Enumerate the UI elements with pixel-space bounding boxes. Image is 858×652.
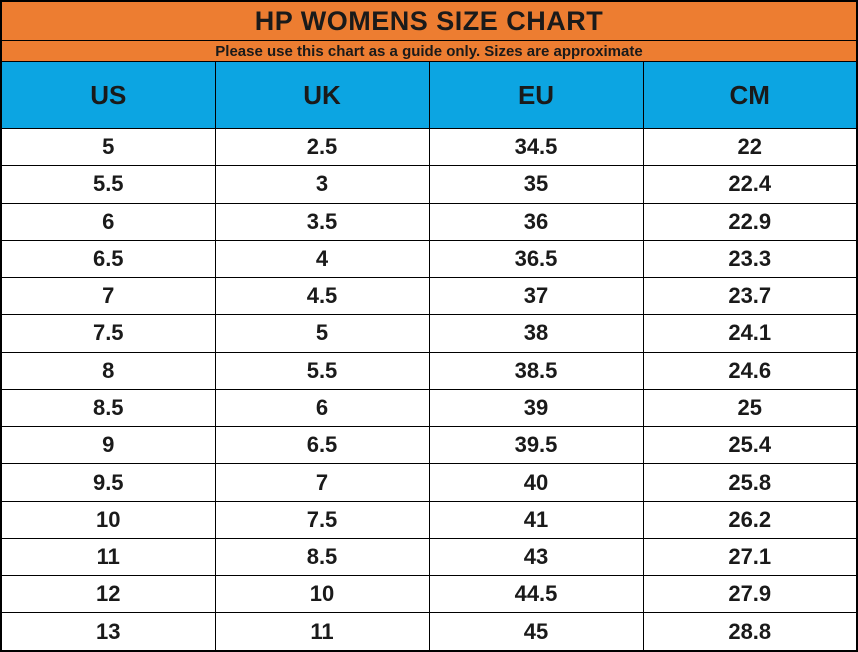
table-cell: 5.5 xyxy=(0,165,216,204)
table-cell: 44.5 xyxy=(428,575,644,614)
chart-subtitle: Please use this chart as a guide only. S… xyxy=(0,40,858,62)
column-header-uk: UK xyxy=(214,61,430,129)
table-cell: 13 xyxy=(0,612,216,652)
table-cell: 5.5 xyxy=(214,351,430,390)
table-cell: 8 xyxy=(0,351,216,390)
table-cell: 3 xyxy=(214,165,430,204)
table-cell: 40 xyxy=(428,463,644,502)
table-row: 7.5 5 38 24.1 xyxy=(0,314,858,353)
table-cell: 9.5 xyxy=(0,463,216,502)
table-row: 11 8.5 43 27.1 xyxy=(0,537,858,577)
table-row: 7 4.5 37 23.7 xyxy=(0,277,858,316)
table-cell: 25.8 xyxy=(642,463,858,502)
table-row: 5.5 3 35 22.4 xyxy=(0,165,858,204)
table-cell: 25.4 xyxy=(642,426,858,465)
table-cell: 7 xyxy=(214,463,430,502)
table-row: 10 7.5 41 26.2 xyxy=(0,500,858,539)
table-cell: 5 xyxy=(214,314,430,353)
table-cell: 4 xyxy=(214,239,430,279)
subtitle-row: Please use this chart as a guide only. S… xyxy=(0,40,858,62)
table-cell: 7.5 xyxy=(0,314,216,353)
table-cell: 38.5 xyxy=(428,351,644,390)
table-cell: 23.7 xyxy=(642,277,858,316)
chart-title: HP WOMENS SIZE CHART xyxy=(0,0,858,41)
table-cell: 6 xyxy=(214,388,430,428)
table-cell: 43 xyxy=(428,537,644,577)
table-cell: 3.5 xyxy=(214,202,430,241)
table-cell: 12 xyxy=(0,575,216,614)
table-cell: 26.2 xyxy=(642,500,858,539)
table-cell: 36.5 xyxy=(428,239,644,279)
table-cell: 11 xyxy=(214,612,430,652)
table-cell: 41 xyxy=(428,500,644,539)
table-cell: 37 xyxy=(428,277,644,316)
column-header-cm: CM xyxy=(642,61,858,129)
table-cell: 8.5 xyxy=(214,537,430,577)
column-header-us: US xyxy=(0,61,216,129)
table-row: 8.5 6 39 25 xyxy=(0,388,858,428)
table-cell: 22 xyxy=(642,127,858,167)
table-cell: 24.6 xyxy=(642,351,858,390)
table-cell: 39.5 xyxy=(428,426,644,465)
table-cell: 6.5 xyxy=(214,426,430,465)
table-cell: 23.3 xyxy=(642,239,858,279)
table-row: 12 10 44.5 27.9 xyxy=(0,575,858,614)
table-row: 5 2.5 34.5 22 xyxy=(0,127,858,167)
table-cell: 22.4 xyxy=(642,165,858,204)
table-cell: 6.5 xyxy=(0,239,216,279)
table-cell: 35 xyxy=(428,165,644,204)
table-cell: 39 xyxy=(428,388,644,428)
table-cell: 45 xyxy=(428,612,644,652)
table-row: 8 5.5 38.5 24.6 xyxy=(0,351,858,390)
table-row: 13 11 45 28.8 xyxy=(0,612,858,652)
table-cell: 36 xyxy=(428,202,644,241)
table-cell: 11 xyxy=(0,537,216,577)
table-row: 6 3.5 36 22.9 xyxy=(0,202,858,241)
table-cell: 2.5 xyxy=(214,127,430,167)
table-cell: 8.5 xyxy=(0,388,216,428)
table-cell: 27.9 xyxy=(642,575,858,614)
table-cell: 24.1 xyxy=(642,314,858,353)
table-cell: 10 xyxy=(214,575,430,614)
table-cell: 28.8 xyxy=(642,612,858,652)
table-cell: 7 xyxy=(0,277,216,316)
table-row: 9 6.5 39.5 25.4 xyxy=(0,426,858,465)
title-row: HP WOMENS SIZE CHART xyxy=(0,0,858,41)
table-cell: 10 xyxy=(0,500,216,539)
table-row: 6.5 4 36.5 23.3 xyxy=(0,239,858,279)
table-cell: 34.5 xyxy=(428,127,644,167)
table-cell: 4.5 xyxy=(214,277,430,316)
column-header-eu: EU xyxy=(428,61,644,129)
table-cell: 6 xyxy=(0,202,216,241)
table-cell: 38 xyxy=(428,314,644,353)
table-row: 9.5 7 40 25.8 xyxy=(0,463,858,502)
column-header-row: US UK EU CM xyxy=(0,61,858,129)
table-cell: 5 xyxy=(0,127,216,167)
table-cell: 25 xyxy=(642,388,858,428)
table-cell: 7.5 xyxy=(214,500,430,539)
table-cell: 27.1 xyxy=(642,537,858,577)
table-cell: 22.9 xyxy=(642,202,858,241)
table-cell: 9 xyxy=(0,426,216,465)
